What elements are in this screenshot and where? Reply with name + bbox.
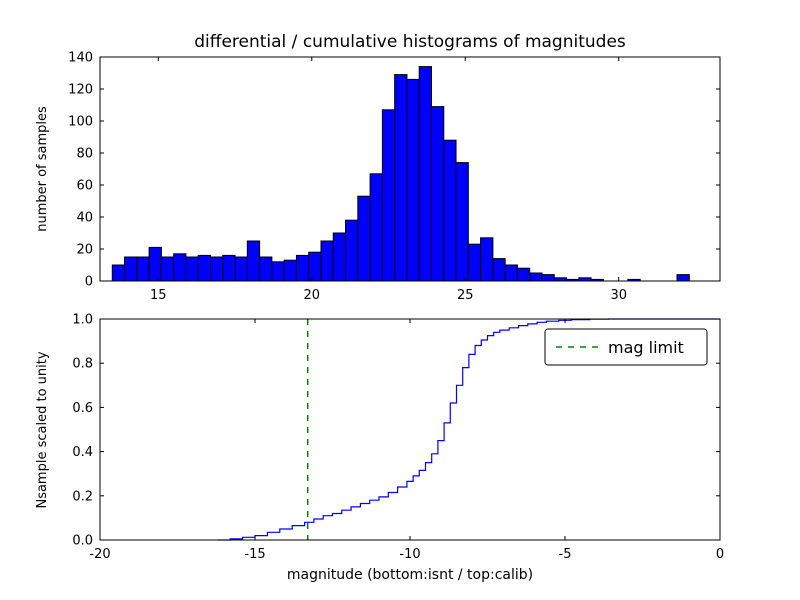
histogram-bar — [148, 246, 162, 282]
histogram-bar — [295, 254, 310, 282]
y-tick-label: 80 — [76, 147, 93, 162]
histogram-bar — [259, 256, 273, 282]
histogram-bar — [173, 253, 187, 282]
histogram-bar — [357, 195, 371, 282]
histogram-bar — [406, 78, 420, 282]
histogram-bar — [185, 256, 199, 282]
histogram-bar — [369, 173, 383, 282]
x-tick-label: 15 — [150, 288, 167, 303]
y-tick-label: 120 — [68, 83, 93, 98]
plot-title: differential / cumulative histograms of … — [194, 32, 626, 52]
histogram-bar — [283, 259, 297, 282]
histogram-bar — [111, 264, 126, 282]
bottom-y-axis-label: Nsample scaled to unity — [35, 351, 50, 508]
histogram-bar — [160, 256, 175, 282]
histogram-bar — [124, 256, 138, 282]
histogram-bar — [246, 240, 261, 282]
axes-frame — [99, 56, 721, 282]
x-tick-label: 25 — [457, 288, 474, 303]
y-tick-label: 0.6 — [72, 401, 93, 416]
x-tick-label: 20 — [304, 288, 321, 303]
histogram-bar — [222, 254, 236, 282]
histogram-bar — [676, 274, 690, 282]
y-tick-label: 0 — [85, 275, 93, 290]
top-y-axis-label: number of samples — [35, 106, 50, 232]
histogram-bar — [443, 139, 457, 282]
histogram-bar — [504, 264, 518, 282]
legend-box — [544, 328, 708, 366]
y-tick-label: 40 — [76, 211, 93, 226]
histogram-bar — [541, 274, 555, 282]
histogram-bar — [332, 232, 347, 282]
histogram-bar — [516, 267, 531, 282]
x-tick-label: 0 — [716, 547, 724, 562]
histogram-bar — [492, 258, 506, 282]
x-tick-label: -10 — [399, 547, 420, 562]
y-tick-label: 0.4 — [72, 445, 93, 460]
y-tick-label: 100 — [68, 115, 93, 130]
x-tick-label: -5 — [559, 547, 572, 562]
histogram-bar — [320, 240, 334, 282]
y-tick-label: 60 — [76, 179, 93, 194]
y-tick-label: 0.8 — [72, 357, 93, 372]
histogram-bar — [210, 256, 224, 282]
x-tick-label: -20 — [89, 547, 110, 562]
legend-label: mag limit — [608, 338, 684, 357]
histogram-bars — [111, 66, 690, 282]
histogram-bar — [381, 109, 396, 282]
histogram-bar — [345, 219, 359, 282]
legend: mag limit — [544, 328, 708, 366]
histogram-bar — [271, 261, 285, 282]
histogram-bar — [430, 106, 445, 282]
histogram-bar — [136, 256, 150, 282]
histogram-bar — [455, 162, 469, 282]
histogram-bar — [480, 237, 494, 282]
y-tick-label: 20 — [76, 243, 93, 258]
histogram-bar — [394, 74, 408, 282]
histogram-bar — [418, 66, 432, 282]
x-tick-label: 30 — [610, 288, 627, 303]
histogram-axes: 15 20 25 30 0 20 40 60 80 100 120 140 — [68, 51, 721, 303]
y-tick-label: 140 — [68, 51, 93, 66]
bottom-x-axis-label: magnitude (bottom:isnt / top:calib) — [287, 567, 533, 583]
histogram-bar — [234, 256, 248, 282]
x-tick-label: -15 — [244, 547, 265, 562]
y-tick-label: 0.2 — [72, 489, 93, 504]
y-tick-label: 0.0 — [72, 534, 93, 549]
histogram-bar — [467, 243, 482, 282]
cumulative-line — [217, 318, 720, 541]
histogram-bar — [197, 254, 212, 282]
cumulative-axes: -20 -15 -10 -5 0 0.0 0.2 0.4 0.6 0.8 1.0 — [72, 313, 724, 563]
histogram-bar — [529, 272, 543, 282]
y-tick-label: 1.0 — [72, 313, 93, 328]
histogram-bar — [308, 251, 322, 282]
